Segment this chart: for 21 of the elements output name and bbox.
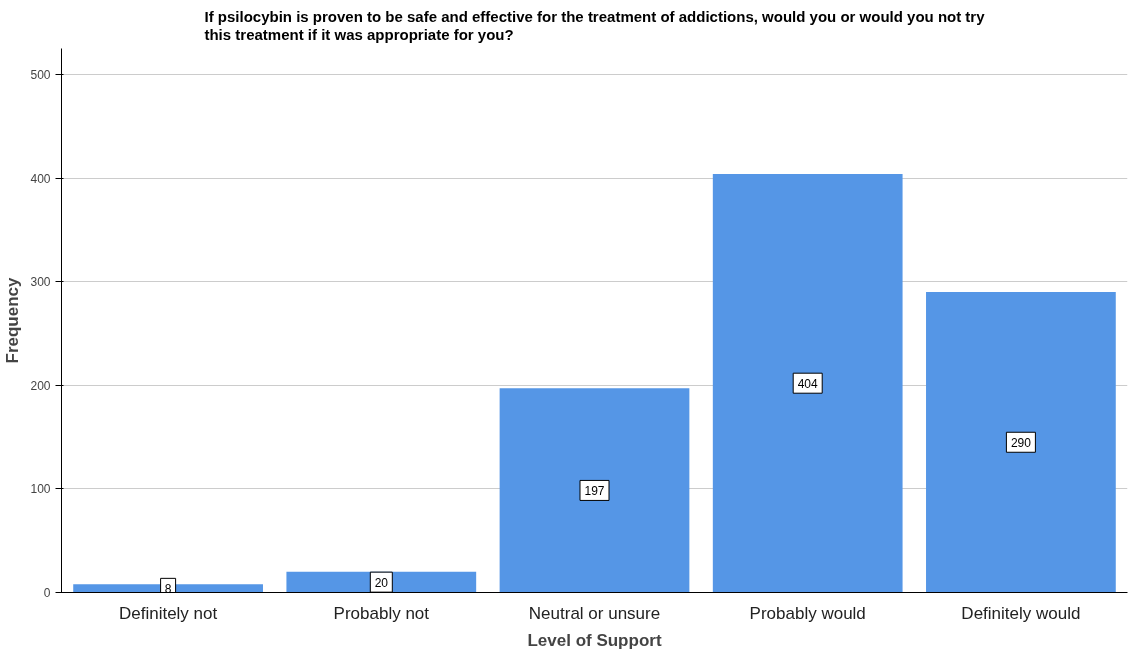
- data-label: 290: [1010, 435, 1032, 450]
- x-tick-label: Definitely would: [961, 603, 1081, 623]
- data-label: 197: [584, 483, 605, 498]
- y-axis-title: Frequency: [3, 276, 23, 364]
- y-tick-label: 500: [30, 67, 51, 82]
- y-tick-label: 100: [30, 482, 51, 497]
- x-axis-title: Level of Support: [527, 630, 662, 650]
- y-tick-label: 200: [30, 378, 51, 393]
- data-label: 404: [797, 376, 819, 391]
- x-tick-label: Neutral or unsure: [528, 603, 661, 623]
- chart-title: If psilocybin is proven to be safe and effective for the treatment of addictions, would you or would you not try this treatment if it was appropriate for you?: [204, 7, 986, 44]
- bar: [712, 173, 903, 593]
- x-tick-label: Probably not: [333, 603, 430, 623]
- y-tick-label: 300: [30, 275, 51, 290]
- data-label: 20: [374, 575, 389, 590]
- y-tick-label: 400: [30, 171, 51, 186]
- bar: [499, 388, 690, 593]
- y-tick-label: 0: [43, 586, 51, 600]
- bar: [926, 292, 1116, 593]
- x-tick-label: Probably would: [749, 603, 866, 623]
- x-tick-label: Definitely not: [118, 603, 218, 623]
